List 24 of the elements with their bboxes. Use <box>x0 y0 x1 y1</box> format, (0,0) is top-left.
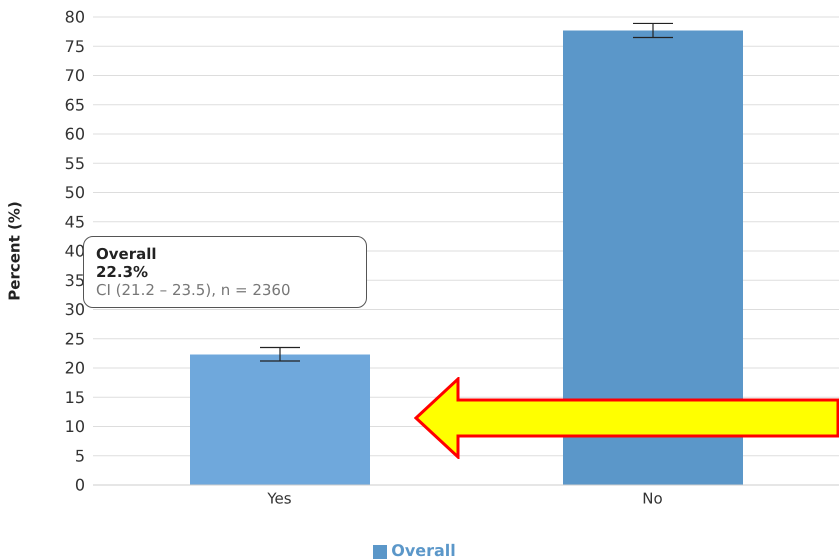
y-tick-label: 75 <box>64 36 85 56</box>
y-tick-label: 65 <box>64 95 85 114</box>
y-tick-label: 50 <box>64 183 85 202</box>
tooltip-box: Overall 22.3% CI (21.2 – 23.5), n = 2360 <box>83 236 367 308</box>
x-tick-label: No <box>642 490 663 508</box>
y-tick-label: 35 <box>64 270 85 290</box>
annotation: 22.3% <box>96 263 150 281</box>
y-tick-label: 60 <box>64 124 85 144</box>
y-tick-label: 10 <box>64 417 85 436</box>
y-tick-label: 70 <box>64 66 85 86</box>
y-tick-label: 80 <box>64 8 85 27</box>
y-tick-label: 0 <box>74 476 85 495</box>
y-tick-label: 55 <box>64 154 85 173</box>
annotation: Overall <box>96 245 158 263</box>
annotation: CI (21.2 – 23.5), n = 2360 <box>96 281 292 299</box>
y-tick-label: 20 <box>64 358 85 378</box>
y-axis-title: Percent (%) <box>5 201 24 301</box>
y-tick-label: 30 <box>64 300 85 320</box>
legend-label: Overall <box>391 541 456 560</box>
y-tick-label: 45 <box>64 212 85 232</box>
y-tick-label: 25 <box>64 329 85 348</box>
x-tick-label: Yes <box>266 490 292 508</box>
y-tick-label: 15 <box>64 388 85 407</box>
y-tick-label: 5 <box>74 446 85 466</box>
